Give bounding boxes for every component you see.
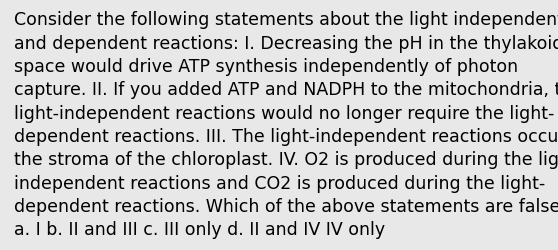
Text: dependent reactions. Which of the above statements are false?: dependent reactions. Which of the above … <box>14 197 558 215</box>
Text: space would drive ATP synthesis independently of photon: space would drive ATP synthesis independ… <box>14 58 518 76</box>
Text: a. I b. II and III c. III only d. II and IV IV only: a. I b. II and III c. III only d. II and… <box>14 220 385 238</box>
Text: and dependent reactions: I. Decreasing the pH in the thylakoid: and dependent reactions: I. Decreasing t… <box>14 34 558 52</box>
Text: light-independent reactions would no longer require the light-: light-independent reactions would no lon… <box>14 104 554 122</box>
Text: Consider the following statements about the light independent: Consider the following statements about … <box>14 11 558 29</box>
Text: independent reactions and CO2 is produced during the light-: independent reactions and CO2 is produce… <box>14 174 545 192</box>
Text: dependent reactions. III. The light-independent reactions occur in: dependent reactions. III. The light-inde… <box>14 128 558 146</box>
Text: capture. II. If you added ATP and NADPH to the mitochondria, the: capture. II. If you added ATP and NADPH … <box>14 81 558 99</box>
Text: the stroma of the chloroplast. IV. O2 is produced during the light-: the stroma of the chloroplast. IV. O2 is… <box>14 151 558 169</box>
